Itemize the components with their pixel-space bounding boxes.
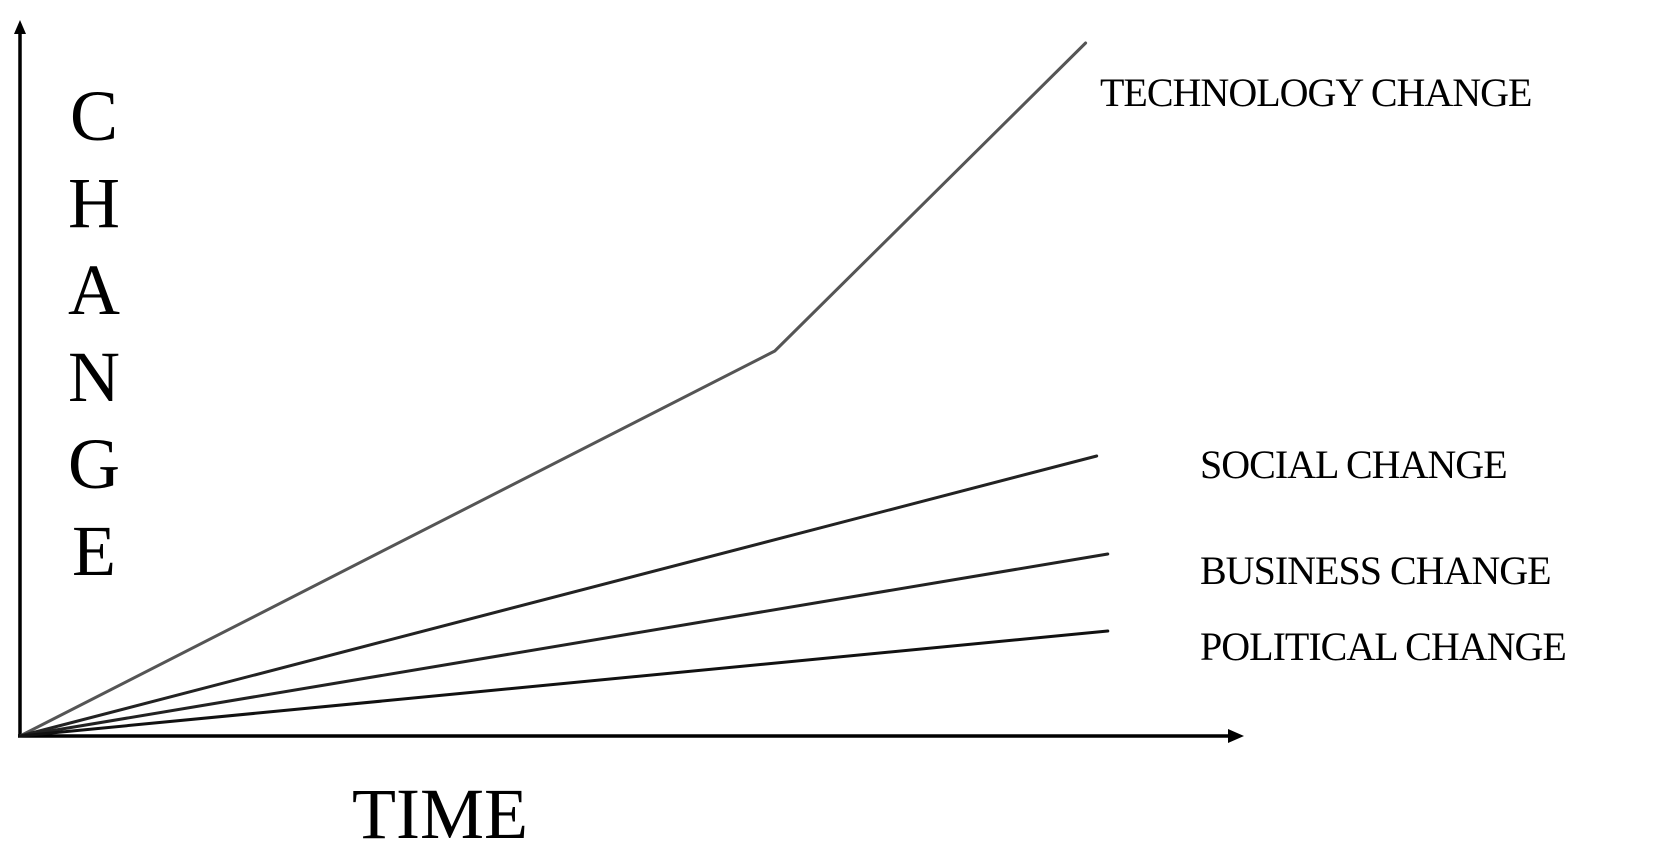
series-label-3: BUSINESS CHANGE <box>1200 548 1551 593</box>
y-axis-label-letter: G <box>68 424 120 504</box>
series-label-4: POLITICAL CHANGE <box>1200 624 1566 669</box>
series-label-1: TECHNOLOGY CHANGE <box>1100 70 1531 115</box>
series-line-2 <box>18 454 1099 738</box>
series-line-4 <box>18 629 1110 738</box>
x-axis-label: TIME <box>352 774 528 843</box>
x-axis-arrow <box>1228 729 1244 743</box>
axes <box>14 20 1244 743</box>
series-line-3 <box>18 552 1110 738</box>
label-layer: TECHNOLOGY CHANGE SOCIAL CHANGE BUSINESS C… <box>1100 70 1567 669</box>
series-label-2: SOCIAL CHANGE <box>1200 442 1507 487</box>
y-axis-label-letter: C <box>70 76 118 156</box>
y-axis-arrow <box>14 20 26 34</box>
y-axis-label-letter: N <box>68 337 120 417</box>
y-axis-label-letter: H <box>68 163 120 243</box>
y-axis-label-letter: A <box>68 250 120 330</box>
series-line-1 <box>18 41 1088 738</box>
y-axis-label-letter: E <box>72 511 116 591</box>
series-layer <box>18 41 1110 738</box>
